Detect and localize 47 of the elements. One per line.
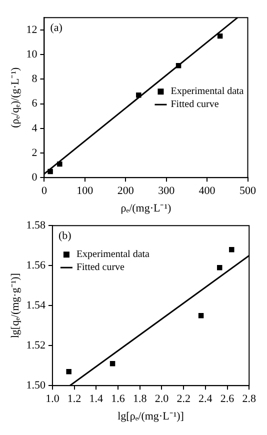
x-tick-label: 100 bbox=[76, 185, 94, 198]
y-tick-label: 1.54 bbox=[26, 299, 46, 312]
x-tick-label: 1.2 bbox=[67, 393, 82, 406]
point bbox=[48, 168, 53, 174]
annotation: (a) bbox=[50, 22, 63, 34]
x-tick-label: 300 bbox=[158, 185, 176, 198]
x-tick-label: 2.4 bbox=[198, 393, 213, 406]
legend-label: Experimental data bbox=[170, 86, 244, 98]
y-tick-label: 10 bbox=[26, 48, 38, 60]
annotation: (b) bbox=[58, 230, 72, 242]
x-axis-title: lg[ρₑ/(mg·L⁻¹)] bbox=[118, 410, 184, 422]
x-axis-title: ρₑ/(mg·L⁻¹) bbox=[120, 202, 172, 214]
y-tick-label: 1.56 bbox=[26, 259, 46, 272]
y-tick-label: 2 bbox=[32, 146, 38, 159]
point bbox=[136, 92, 142, 98]
y-tick-label: 12 bbox=[26, 24, 38, 36]
x-tick-label: 2.2 bbox=[176, 393, 190, 406]
legend-label: Experimental data bbox=[76, 249, 150, 260]
x-tick-label: 2.6 bbox=[220, 393, 235, 406]
legend-label: Fitted curve bbox=[76, 262, 126, 274]
x-tick-label: 1.4 bbox=[89, 393, 104, 406]
y-axis-title: lg[qₑ/(mg·g⁻¹)] bbox=[9, 273, 22, 338]
x-tick-label: 1.0 bbox=[46, 393, 60, 406]
y-tick-label: 8 bbox=[32, 73, 38, 86]
y-tick-label: 1.58 bbox=[26, 219, 46, 232]
point bbox=[198, 312, 204, 318]
y-tick-label: 0 bbox=[32, 171, 38, 184]
x-tick-label: 2.8 bbox=[242, 393, 256, 406]
point bbox=[217, 33, 223, 39]
x-tick-label: 200 bbox=[117, 185, 134, 198]
point bbox=[110, 360, 116, 366]
point bbox=[217, 264, 222, 270]
point bbox=[176, 62, 182, 68]
y-axis-title: (ρₑ/qₑ)/(g·L⁻¹) bbox=[9, 66, 22, 128]
x-tick-label: 1.8 bbox=[132, 393, 148, 406]
x-tick-label: 500 bbox=[240, 185, 256, 198]
x-tick-label: 400 bbox=[198, 185, 216, 198]
point bbox=[57, 161, 62, 167]
x-tick-label: 2.0 bbox=[154, 393, 170, 406]
point bbox=[66, 368, 72, 374]
point bbox=[229, 246, 234, 252]
y-tick-label: 1.52 bbox=[26, 339, 46, 352]
y-tick-label: 1.50 bbox=[26, 379, 46, 392]
y-tick-label: 4 bbox=[32, 122, 38, 134]
legend-label: Fitted curve bbox=[170, 99, 220, 110]
x-tick-label: 1.6 bbox=[111, 393, 126, 406]
y-tick-label: 6 bbox=[32, 98, 38, 110]
